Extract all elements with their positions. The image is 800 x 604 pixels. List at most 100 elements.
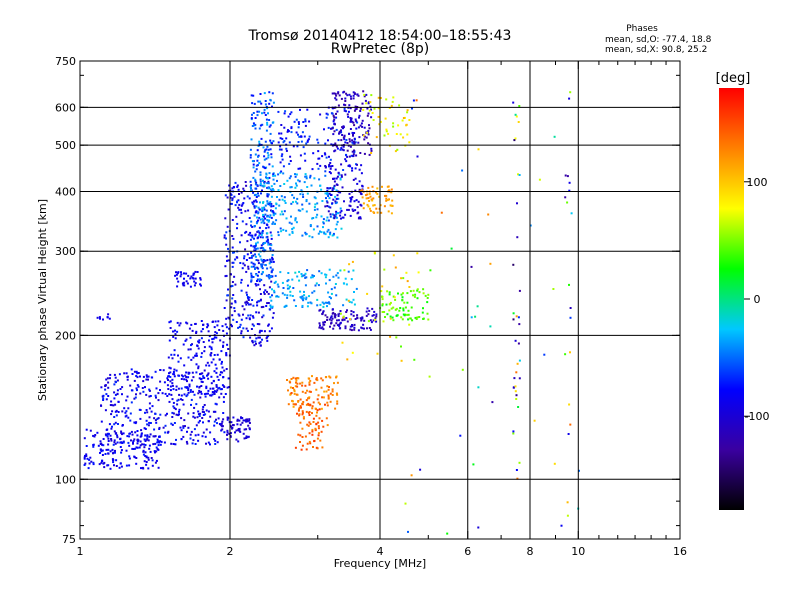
data-point [231, 284, 234, 287]
data-point [402, 309, 405, 312]
data-point [306, 186, 309, 188]
data-point [307, 301, 310, 304]
data-point [352, 97, 355, 100]
chart-subtitle: RwPretec (8p) [331, 41, 429, 57]
data-point [359, 124, 362, 127]
data-point [209, 394, 212, 397]
data-point [247, 314, 250, 317]
data-point [315, 414, 318, 417]
data-point [213, 326, 216, 329]
stats-line-x: mean, sd,X: 90.8, 25.2 [605, 45, 707, 55]
data-point [155, 421, 158, 424]
data-point [298, 270, 301, 273]
data-point [334, 215, 337, 218]
data-point [118, 373, 121, 376]
data-point [260, 192, 262, 195]
data-point [212, 320, 214, 323]
data-point [569, 307, 572, 309]
data-point [321, 301, 324, 304]
data-point [329, 158, 332, 161]
data-point [446, 532, 449, 535]
data-point [192, 277, 195, 280]
data-point [360, 164, 363, 167]
data-point [304, 272, 307, 275]
data-point [263, 185, 266, 188]
data-point [93, 435, 96, 438]
data-point [215, 390, 218, 393]
data-point [356, 212, 359, 215]
data-point [305, 410, 308, 413]
data-point [245, 428, 248, 431]
data-point [243, 428, 246, 431]
data-point [301, 403, 304, 406]
data-point [266, 267, 269, 270]
data-point [326, 424, 329, 427]
data-point [516, 202, 518, 205]
data-point [566, 514, 569, 517]
data-point [517, 342, 520, 345]
data-point [349, 145, 352, 148]
data-point [355, 107, 358, 110]
data-point [184, 386, 187, 389]
data-point [367, 197, 370, 200]
data-point [272, 260, 275, 263]
data-point [264, 264, 267, 267]
data-point [134, 422, 137, 425]
data-point [146, 375, 149, 378]
data-point [156, 448, 159, 451]
data-point [268, 163, 271, 166]
data-point [353, 142, 356, 145]
data-point [394, 298, 397, 301]
data-point [120, 449, 123, 452]
data-point [222, 400, 225, 403]
data-point [231, 235, 234, 237]
data-point [258, 142, 261, 145]
data-point [294, 200, 297, 203]
data-point [474, 315, 477, 318]
data-point [375, 313, 378, 316]
data-point [221, 366, 224, 369]
data-point [326, 316, 329, 319]
data-point [358, 116, 360, 119]
data-point [513, 139, 516, 142]
data-point [230, 202, 233, 205]
data-point [117, 423, 119, 425]
data-point [294, 385, 297, 388]
data-point [375, 207, 378, 210]
data-point [213, 420, 216, 423]
data-point [248, 217, 251, 219]
data-point [255, 205, 258, 208]
data-point [390, 212, 393, 215]
data-point [328, 155, 330, 158]
data-point [320, 386, 323, 389]
data-point [270, 205, 273, 208]
data-point [426, 297, 429, 299]
data-point [210, 394, 213, 397]
data-point [363, 95, 366, 98]
data-point [213, 390, 216, 393]
data-point [250, 184, 253, 187]
data-point [305, 175, 308, 178]
data-point [172, 443, 175, 445]
data-point [125, 464, 128, 467]
data-point [105, 378, 108, 381]
data-point [192, 356, 195, 359]
data-point [377, 96, 380, 99]
data-point [187, 371, 190, 374]
x-tick-label: 8 [527, 545, 534, 558]
data-point [200, 372, 203, 375]
data-point [255, 193, 258, 196]
data-point [145, 419, 148, 422]
data-point [358, 188, 361, 191]
data-point [353, 323, 356, 326]
data-point [308, 295, 310, 298]
data-point [352, 121, 355, 124]
data-point [390, 307, 393, 310]
data-point [147, 467, 150, 470]
data-point [108, 423, 111, 426]
data-point [83, 464, 86, 466]
data-point [290, 111, 293, 114]
data-point [107, 443, 110, 446]
data-point [117, 400, 120, 403]
data-point [111, 410, 114, 413]
